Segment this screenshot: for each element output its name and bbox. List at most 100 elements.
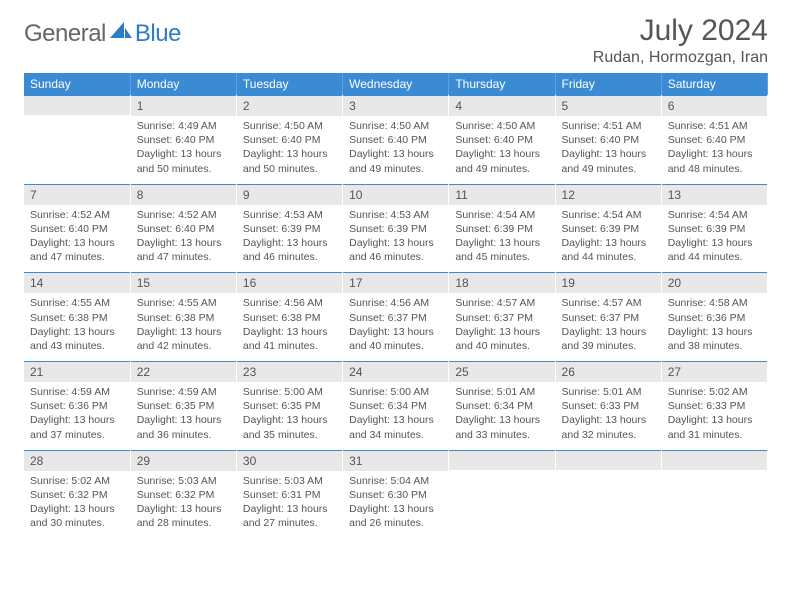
calendar-day: 5Sunrise: 4:51 AMSunset: 6:40 PMDaylight… <box>555 95 661 184</box>
calendar-day-empty <box>24 95 130 184</box>
day-number: 3 <box>343 95 448 116</box>
day-body: Sunrise: 4:57 AMSunset: 6:37 PMDaylight:… <box>449 293 554 361</box>
dayname-friday: Friday <box>555 73 661 95</box>
sunrise-text: Sunrise: 4:54 AM <box>668 208 761 222</box>
day-body <box>556 470 661 526</box>
day-number: 1 <box>131 95 236 116</box>
day-body: Sunrise: 4:50 AMSunset: 6:40 PMDaylight:… <box>343 116 448 184</box>
sunset-text: Sunset: 6:33 PM <box>562 399 655 413</box>
day-number: 22 <box>131 361 236 382</box>
sunrise-text: Sunrise: 4:51 AM <box>562 119 655 133</box>
calendar-day: 14Sunrise: 4:55 AMSunset: 6:38 PMDayligh… <box>24 272 130 361</box>
sunset-text: Sunset: 6:32 PM <box>30 488 124 502</box>
daylight-text: Daylight: 13 hours and 47 minutes. <box>30 236 124 264</box>
day-body: Sunrise: 4:50 AMSunset: 6:40 PMDaylight:… <box>237 116 342 184</box>
day-number: 5 <box>556 95 661 116</box>
daylight-text: Daylight: 13 hours and 38 minutes. <box>668 325 761 353</box>
calendar-day: 20Sunrise: 4:58 AMSunset: 6:36 PMDayligh… <box>661 272 767 361</box>
calendar-day: 10Sunrise: 4:53 AMSunset: 6:39 PMDayligh… <box>343 184 449 273</box>
day-body: Sunrise: 4:59 AMSunset: 6:35 PMDaylight:… <box>131 382 236 450</box>
sunset-text: Sunset: 6:35 PM <box>243 399 336 413</box>
daylight-text: Daylight: 13 hours and 44 minutes. <box>562 236 655 264</box>
daylight-text: Daylight: 13 hours and 42 minutes. <box>137 325 230 353</box>
calendar-day: 27Sunrise: 5:02 AMSunset: 6:33 PMDayligh… <box>661 361 767 450</box>
day-body: Sunrise: 4:52 AMSunset: 6:40 PMDaylight:… <box>131 205 236 273</box>
calendar-day: 22Sunrise: 4:59 AMSunset: 6:35 PMDayligh… <box>130 361 236 450</box>
day-body: Sunrise: 4:58 AMSunset: 6:36 PMDaylight:… <box>662 293 767 361</box>
sunset-text: Sunset: 6:37 PM <box>562 311 655 325</box>
calendar-day: 25Sunrise: 5:01 AMSunset: 6:34 PMDayligh… <box>449 361 555 450</box>
sunrise-text: Sunrise: 4:50 AM <box>349 119 442 133</box>
sunrise-text: Sunrise: 4:50 AM <box>455 119 548 133</box>
sunset-text: Sunset: 6:36 PM <box>668 311 761 325</box>
title-block: July 2024 Rudan, Hormozgan, Iran <box>593 14 768 67</box>
page-header: General Blue July 2024 Rudan, Hormozgan,… <box>24 14 768 67</box>
calendar-day: 19Sunrise: 4:57 AMSunset: 6:37 PMDayligh… <box>555 272 661 361</box>
calendar-day: 3Sunrise: 4:50 AMSunset: 6:40 PMDaylight… <box>343 95 449 184</box>
sunset-text: Sunset: 6:40 PM <box>30 222 124 236</box>
day-body: Sunrise: 5:02 AMSunset: 6:32 PMDaylight:… <box>24 471 130 539</box>
day-number: 30 <box>237 450 342 471</box>
calendar-day: 1Sunrise: 4:49 AMSunset: 6:40 PMDaylight… <box>130 95 236 184</box>
day-number: 4 <box>449 95 554 116</box>
day-body: Sunrise: 4:54 AMSunset: 6:39 PMDaylight:… <box>556 205 661 273</box>
day-body: Sunrise: 4:59 AMSunset: 6:36 PMDaylight:… <box>24 382 130 450</box>
sunset-text: Sunset: 6:40 PM <box>349 133 442 147</box>
calendar-day: 16Sunrise: 4:56 AMSunset: 6:38 PMDayligh… <box>236 272 342 361</box>
day-body: Sunrise: 5:04 AMSunset: 6:30 PMDaylight:… <box>343 471 448 539</box>
calendar-table: SundayMondayTuesdayWednesdayThursdayFrid… <box>24 73 768 538</box>
sunrise-text: Sunrise: 4:58 AM <box>668 296 761 310</box>
sunset-text: Sunset: 6:30 PM <box>349 488 442 502</box>
sunset-text: Sunset: 6:31 PM <box>243 488 336 502</box>
calendar-day: 24Sunrise: 5:00 AMSunset: 6:34 PMDayligh… <box>343 361 449 450</box>
calendar-week: 14Sunrise: 4:55 AMSunset: 6:38 PMDayligh… <box>24 272 768 361</box>
calendar-day: 29Sunrise: 5:03 AMSunset: 6:32 PMDayligh… <box>130 450 236 539</box>
day-body: Sunrise: 5:00 AMSunset: 6:34 PMDaylight:… <box>343 382 448 450</box>
daylight-text: Daylight: 13 hours and 45 minutes. <box>455 236 548 264</box>
calendar-day-empty <box>661 450 767 539</box>
calendar-body: 1Sunrise: 4:49 AMSunset: 6:40 PMDaylight… <box>24 95 768 538</box>
day-number: 27 <box>662 361 767 382</box>
dayname-wednesday: Wednesday <box>343 73 449 95</box>
sunset-text: Sunset: 6:40 PM <box>243 133 336 147</box>
day-body: Sunrise: 4:54 AMSunset: 6:39 PMDaylight:… <box>449 205 554 273</box>
day-body: Sunrise: 5:01 AMSunset: 6:34 PMDaylight:… <box>449 382 554 450</box>
sunset-text: Sunset: 6:39 PM <box>349 222 442 236</box>
calendar-day: 2Sunrise: 4:50 AMSunset: 6:40 PMDaylight… <box>236 95 342 184</box>
sunset-text: Sunset: 6:38 PM <box>137 311 230 325</box>
daylight-text: Daylight: 13 hours and 43 minutes. <box>30 325 124 353</box>
daylight-text: Daylight: 13 hours and 50 minutes. <box>243 147 336 175</box>
daylight-text: Daylight: 13 hours and 33 minutes. <box>455 413 548 441</box>
brand-sail-icon <box>110 20 132 40</box>
calendar-day: 30Sunrise: 5:03 AMSunset: 6:31 PMDayligh… <box>236 450 342 539</box>
sunset-text: Sunset: 6:40 PM <box>668 133 761 147</box>
dayname-saturday: Saturday <box>661 73 767 95</box>
calendar-day-empty <box>555 450 661 539</box>
day-body <box>662 470 767 526</box>
sunrise-text: Sunrise: 5:04 AM <box>349 474 442 488</box>
sunrise-text: Sunrise: 4:56 AM <box>243 296 336 310</box>
day-body: Sunrise: 5:03 AMSunset: 6:31 PMDaylight:… <box>237 471 342 539</box>
calendar-day: 7Sunrise: 4:52 AMSunset: 6:40 PMDaylight… <box>24 184 130 273</box>
daylight-text: Daylight: 13 hours and 50 minutes. <box>137 147 230 175</box>
sunrise-text: Sunrise: 5:01 AM <box>455 385 548 399</box>
sunrise-text: Sunrise: 5:03 AM <box>137 474 230 488</box>
sunset-text: Sunset: 6:40 PM <box>137 133 230 147</box>
location-subtitle: Rudan, Hormozgan, Iran <box>593 49 768 67</box>
daylight-text: Daylight: 13 hours and 39 minutes. <box>562 325 655 353</box>
day-body <box>449 470 554 526</box>
sunrise-text: Sunrise: 4:56 AM <box>349 296 442 310</box>
daylight-text: Daylight: 13 hours and 49 minutes. <box>455 147 548 175</box>
day-number: 28 <box>24 450 130 471</box>
day-number: 13 <box>662 184 767 205</box>
calendar-day: 8Sunrise: 4:52 AMSunset: 6:40 PMDaylight… <box>130 184 236 273</box>
brand-part1: General <box>24 20 106 48</box>
day-number: 25 <box>449 361 554 382</box>
sunrise-text: Sunrise: 4:57 AM <box>455 296 548 310</box>
sunrise-text: Sunrise: 4:59 AM <box>30 385 124 399</box>
day-number: 20 <box>662 272 767 293</box>
day-body: Sunrise: 4:55 AMSunset: 6:38 PMDaylight:… <box>24 293 130 361</box>
brand-logo: General Blue <box>24 20 181 48</box>
sunset-text: Sunset: 6:38 PM <box>30 311 124 325</box>
calendar-day: 23Sunrise: 5:00 AMSunset: 6:35 PMDayligh… <box>236 361 342 450</box>
